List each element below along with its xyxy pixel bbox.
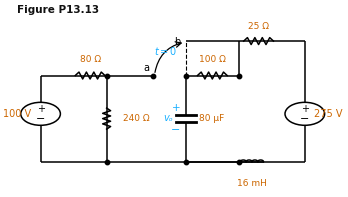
Text: +: + — [37, 104, 45, 114]
Text: +: + — [301, 104, 309, 114]
Text: 16 mH: 16 mH — [237, 179, 267, 188]
Text: +: + — [172, 103, 180, 113]
Text: b: b — [175, 37, 181, 47]
Text: −: − — [171, 125, 181, 135]
Text: 80 μF: 80 μF — [199, 114, 224, 123]
Text: 80 Ω: 80 Ω — [80, 55, 101, 64]
Text: Figure P13.13: Figure P13.13 — [17, 5, 100, 15]
Text: a: a — [143, 63, 149, 73]
Text: 240 Ω: 240 Ω — [123, 114, 150, 123]
Text: 100 V: 100 V — [3, 109, 32, 119]
Text: vₒ: vₒ — [163, 113, 173, 123]
Text: 100 Ω: 100 Ω — [199, 55, 226, 64]
Text: 275 V: 275 V — [314, 109, 342, 119]
Text: −: − — [300, 114, 309, 124]
Text: $t = 0$: $t = 0$ — [155, 45, 178, 57]
Text: 25 Ω: 25 Ω — [248, 21, 269, 31]
Text: −: − — [36, 114, 45, 124]
